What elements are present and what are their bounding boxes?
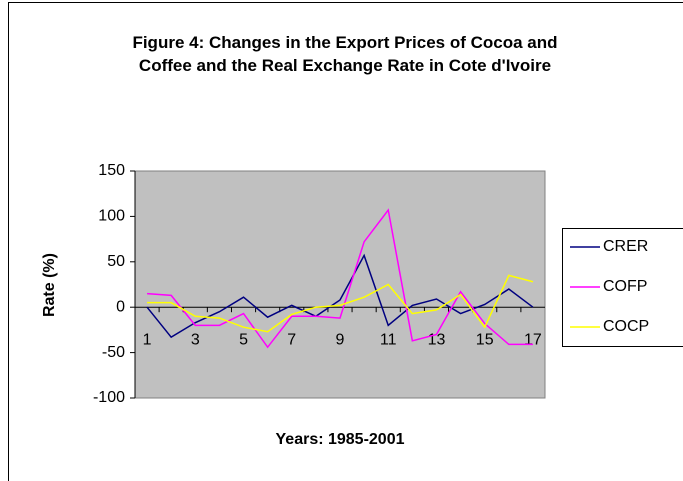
x-tick-label: 5 [239, 331, 248, 348]
y-tick-label: 100 [98, 208, 125, 225]
chart-title: Figure 4: Changes in the Export Prices o… [132, 33, 557, 75]
x-tick-label: 3 [191, 331, 200, 348]
x-tick-label: 11 [380, 331, 397, 348]
legend-label: COCP [603, 318, 649, 335]
y-tick-label: -50 [102, 344, 125, 361]
series-line [147, 208, 533, 349]
y-axis-label: Rate (%) [41, 253, 58, 317]
plot-area [134, 170, 546, 399]
series-line [147, 274, 534, 333]
x-tick-label: 7 [287, 331, 296, 348]
legend-label: CRER [603, 238, 648, 255]
x-tick-label: 15 [476, 331, 494, 348]
y-tick-label: 0 [116, 298, 125, 315]
legend-label: COFP [603, 278, 647, 295]
y-tick-label: 50 [107, 253, 125, 270]
y-tick-label: 150 [98, 162, 125, 179]
series-line [146, 253, 534, 339]
x-tick-label: 9 [336, 331, 345, 348]
x-axis-label: Years: 1985-2001 [276, 431, 405, 448]
x-tick-label: 17 [524, 331, 542, 348]
x-tick-label: 1 [143, 331, 152, 348]
y-tick-label: -100 [93, 389, 125, 406]
